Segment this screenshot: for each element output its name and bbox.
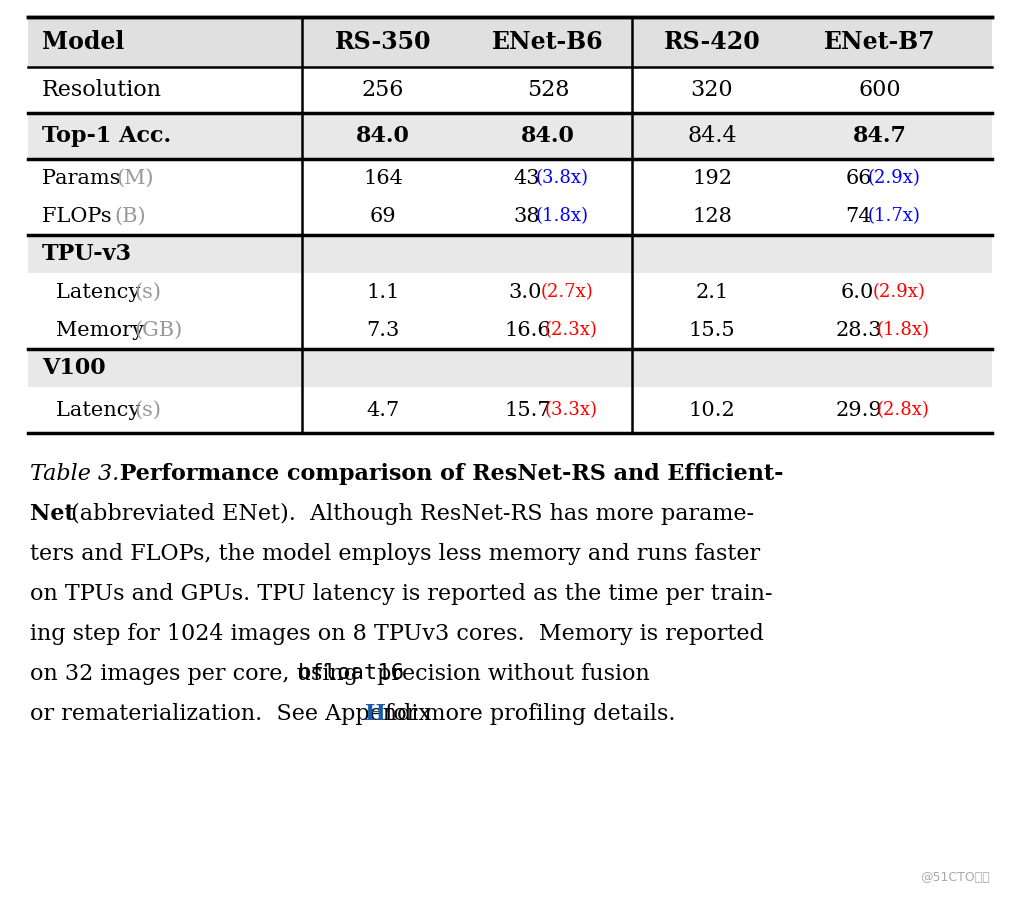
Text: 84.7: 84.7: [852, 125, 906, 147]
Text: 3.0: 3.0: [508, 282, 542, 301]
Text: (M): (M): [116, 169, 153, 188]
Text: 128: 128: [691, 207, 732, 226]
Text: (2.7x): (2.7x): [540, 283, 592, 301]
Bar: [28, 113, 991, 159]
Text: Resolution: Resolution: [42, 79, 162, 101]
Bar: [28, 235, 991, 273]
Text: 192: 192: [691, 169, 732, 188]
Text: Latency: Latency: [56, 282, 147, 301]
Text: (1.8x): (1.8x): [876, 321, 929, 339]
Text: RS-350: RS-350: [334, 30, 431, 54]
Text: Top-1 Acc.: Top-1 Acc.: [42, 125, 171, 147]
Text: or rematerialization.  See Appendix: or rematerialization. See Appendix: [30, 703, 437, 725]
Text: Latency: Latency: [56, 400, 147, 419]
Text: (3.8x): (3.8x): [535, 169, 588, 187]
Bar: [28, 67, 991, 113]
Text: 28.3: 28.3: [836, 320, 881, 339]
Text: (s): (s): [133, 400, 161, 419]
Text: Model: Model: [42, 30, 124, 54]
Text: (3.3x): (3.3x): [544, 401, 597, 419]
Text: (2.9x): (2.9x): [871, 283, 924, 301]
Bar: [28, 273, 991, 349]
Text: 38: 38: [513, 207, 540, 226]
Text: 2.1: 2.1: [695, 282, 728, 301]
Text: 84.0: 84.0: [356, 125, 410, 147]
Text: V100: V100: [42, 357, 106, 379]
Text: 10.2: 10.2: [688, 400, 735, 419]
Text: 66: 66: [845, 169, 871, 188]
Text: Memory: Memory: [56, 320, 151, 339]
Text: 4.7: 4.7: [366, 400, 399, 419]
Text: 29.9: 29.9: [836, 400, 881, 419]
Text: for more profiling details.: for more profiling details.: [378, 703, 675, 725]
Text: 69: 69: [369, 207, 396, 226]
Text: H: H: [365, 703, 385, 725]
Text: Params: Params: [42, 169, 127, 188]
Text: RS-420: RS-420: [663, 30, 759, 54]
Text: on TPUs and GPUs. TPU latency is reported as the time per train-: on TPUs and GPUs. TPU latency is reporte…: [30, 583, 771, 605]
Text: (2.3x): (2.3x): [544, 321, 597, 339]
Text: 6.0: 6.0: [840, 282, 873, 301]
Bar: [28, 349, 991, 387]
Text: 1.1: 1.1: [366, 282, 399, 301]
Bar: [28, 17, 991, 67]
Text: Performance comparison of ResNet-RS and Efficient-: Performance comparison of ResNet-RS and …: [112, 463, 783, 485]
Text: 528: 528: [526, 79, 569, 101]
Text: ENet-B6: ENet-B6: [492, 30, 603, 54]
Text: 600: 600: [858, 79, 901, 101]
Text: @51CTO博客: @51CTO博客: [919, 871, 989, 884]
Bar: [28, 387, 991, 433]
Text: 74: 74: [845, 207, 871, 226]
Text: on 32 images per core, using: on 32 images per core, using: [30, 663, 365, 685]
Bar: [28, 159, 991, 235]
Text: FLOPs: FLOPs: [42, 207, 118, 226]
Text: bfloat16: bfloat16: [298, 663, 405, 683]
Text: 84.4: 84.4: [687, 125, 736, 147]
Text: 84.0: 84.0: [521, 125, 575, 147]
Text: (2.8x): (2.8x): [876, 401, 929, 419]
Text: TPU-v3: TPU-v3: [42, 243, 131, 265]
Text: (B): (B): [114, 207, 146, 226]
Text: (abbreviated ENet).  Although ResNet-RS has more parame-: (abbreviated ENet). Although ResNet-RS h…: [64, 503, 753, 525]
Text: 164: 164: [363, 169, 403, 188]
Text: ENet-B7: ENet-B7: [823, 30, 934, 54]
Text: Table 3.: Table 3.: [30, 463, 119, 485]
Text: 7.3: 7.3: [366, 320, 399, 339]
Text: ters and FLOPs, the model employs less memory and runs faster: ters and FLOPs, the model employs less m…: [30, 543, 759, 565]
Text: (GB): (GB): [133, 320, 182, 339]
Text: Net: Net: [30, 503, 74, 525]
Text: 15.7: 15.7: [503, 400, 550, 419]
Text: 15.5: 15.5: [688, 320, 735, 339]
Text: (s): (s): [133, 282, 161, 301]
Text: (2.9x): (2.9x): [866, 169, 919, 187]
Text: (1.8x): (1.8x): [535, 207, 588, 225]
Text: 320: 320: [690, 79, 733, 101]
Text: 256: 256: [362, 79, 404, 101]
Text: 43: 43: [513, 169, 540, 188]
Text: precision without fusion: precision without fusion: [370, 663, 649, 685]
Text: 16.6: 16.6: [503, 320, 550, 339]
Text: ing step for 1024 images on 8 TPUv3 cores.  Memory is reported: ing step for 1024 images on 8 TPUv3 core…: [30, 623, 763, 645]
Text: (1.7x): (1.7x): [866, 207, 919, 225]
